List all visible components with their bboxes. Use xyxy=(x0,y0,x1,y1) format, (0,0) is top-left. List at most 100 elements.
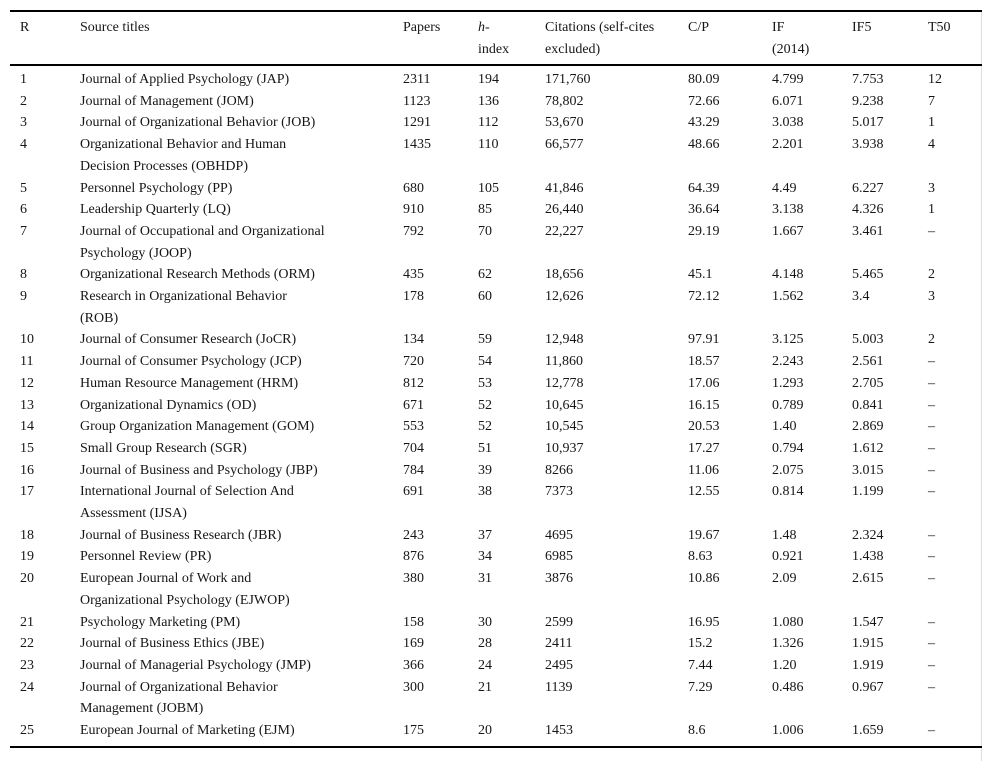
cell-citations: 26,440 xyxy=(545,202,584,218)
cell-impact-factor-5yr: 2.324 xyxy=(852,527,884,543)
table-row: 5 Personnel Psychology (PP) 680 105 41,846 64… xyxy=(10,178,982,200)
cell-top50: – xyxy=(928,484,935,500)
cell-papers: 169 xyxy=(403,636,424,652)
cell-impact-factor: 3.038 xyxy=(772,115,804,131)
cell-top50: – xyxy=(928,223,935,239)
cell-impact-factor-5yr: 3.015 xyxy=(852,462,884,478)
table-row: 10 Journal of Consumer Research (JoCR) 134… xyxy=(10,329,982,351)
cell-rank: 17 xyxy=(20,484,34,500)
cell-rank: 13 xyxy=(20,397,34,413)
cell-source-title: Organizational Behavior and Human Decisi… xyxy=(80,137,287,174)
cell-citations: 41,846 xyxy=(545,180,584,196)
cell-impact-factor-5yr: 1.919 xyxy=(852,657,884,673)
cell-top50: 3 xyxy=(928,289,935,305)
cell-papers: 178 xyxy=(403,289,424,305)
cell-papers: 720 xyxy=(403,354,424,370)
cell-citations-per-paper: 80.09 xyxy=(688,72,720,87)
journal-ranking-table: R Source titles Papers h- index Citations… xyxy=(10,10,982,748)
table-row: 14 Group Organization Management (GOM) 553… xyxy=(10,416,982,438)
cell-impact-factor: 2.243 xyxy=(772,354,804,370)
cell-impact-factor-5yr: 5.465 xyxy=(852,267,884,283)
cell-citations-per-paper: 29.19 xyxy=(688,223,720,239)
table-row: 8 Organizational Research Methods (ORM) 43… xyxy=(10,264,982,286)
cell-source-title: Journal of Managerial Psychology (JMP) xyxy=(80,657,311,673)
cell-h-index: 51 xyxy=(478,440,492,456)
cell-papers: 680 xyxy=(403,180,424,196)
cell-h-index: 30 xyxy=(478,614,492,630)
cell-top50: 1 xyxy=(928,115,935,131)
cell-citations-per-paper: 43.29 xyxy=(688,115,720,131)
cell-source-title: Organizational Research Methods (ORM) xyxy=(80,267,315,283)
header-h-index-letter: h xyxy=(478,20,485,35)
cell-citations: 7373 xyxy=(545,484,573,500)
cell-citations: 66,577 xyxy=(545,137,584,153)
cell-source-title: Journal of Business and Psychology (JBP) xyxy=(80,462,318,478)
cell-citations-per-paper: 7.29 xyxy=(688,679,713,695)
table-row: 17 International Journal of Selection And… xyxy=(10,481,982,524)
cell-top50: 7 xyxy=(928,93,935,109)
header-impact-factor: IF (2014) xyxy=(772,20,810,57)
header-citations: Citations (self-cites excluded) xyxy=(545,20,655,57)
table-row: 19 Personnel Review (PR) 876 34 6985 8.63 0.92… xyxy=(10,546,982,568)
cell-impact-factor: 2.09 xyxy=(772,571,797,587)
cell-papers: 876 xyxy=(403,549,424,565)
header-impact-factor-5yr: IF5 xyxy=(852,20,872,35)
table-body: 1 Journal of Applied Psychology (JAP) 2311… xyxy=(10,65,982,747)
table-row: 6 Leadership Quarterly (LQ) 910 85 26,440 36.… xyxy=(10,199,982,221)
cell-source-title: Group Organization Management (GOM) xyxy=(80,419,315,435)
cell-citations-per-paper: 17.27 xyxy=(688,440,720,456)
cell-h-index: 28 xyxy=(478,636,492,652)
cell-citations-per-paper: 20.53 xyxy=(688,419,720,435)
cell-rank: 12 xyxy=(20,375,34,391)
cell-top50: – xyxy=(928,462,935,478)
cell-rank: 22 xyxy=(20,636,34,652)
cell-impact-factor-5yr: 3.938 xyxy=(852,137,884,153)
cell-top50: – xyxy=(928,657,935,673)
cell-citations: 22,227 xyxy=(545,223,584,239)
cell-impact-factor-5yr: 1.547 xyxy=(852,614,884,630)
cell-top50: – xyxy=(928,419,935,435)
cell-rank: 9 xyxy=(20,289,27,305)
cell-citations: 8266 xyxy=(545,462,573,478)
cell-rank: 6 xyxy=(20,202,27,218)
cell-impact-factor-5yr: 2.705 xyxy=(852,375,884,391)
cell-h-index: 52 xyxy=(478,419,492,435)
cell-h-index: 52 xyxy=(478,397,492,413)
cell-papers: 158 xyxy=(403,614,424,630)
header-citations-per-paper: C/P xyxy=(688,20,710,35)
cell-citations: 12,778 xyxy=(545,375,584,391)
cell-source-title: Journal of Management (JOM) xyxy=(80,93,254,109)
cell-citations: 171,760 xyxy=(545,72,591,87)
table-row: 11 Journal of Consumer Psychology (JCP) 72… xyxy=(10,351,982,373)
cell-citations-per-paper: 17.06 xyxy=(688,375,720,391)
table-row: 12 Human Resource Management (HRM) 812 53 12… xyxy=(10,373,982,395)
table-row: 15 Small Group Research (SGR) 704 51 10,937 1… xyxy=(10,438,982,460)
cell-impact-factor: 1.20 xyxy=(772,657,797,673)
cell-rank: 8 xyxy=(20,267,27,283)
cell-papers: 812 xyxy=(403,375,424,391)
cell-h-index: 60 xyxy=(478,289,492,305)
cell-h-index: 34 xyxy=(478,549,492,565)
cell-impact-factor: 1.006 xyxy=(772,723,804,739)
cell-impact-factor: 1.326 xyxy=(772,636,804,652)
cell-citations: 2495 xyxy=(545,657,573,673)
cell-source-title: Personnel Review (PR) xyxy=(80,549,212,565)
cell-impact-factor-5yr: 3.4 xyxy=(852,289,870,305)
table-row: 2 Journal of Management (JOM) 1123 136 78,80… xyxy=(10,91,982,113)
cell-impact-factor-5yr: 1.438 xyxy=(852,549,884,565)
cell-h-index: 39 xyxy=(478,462,492,478)
cell-h-index: 70 xyxy=(478,223,492,239)
cell-citations: 78,802 xyxy=(545,93,584,109)
cell-citations: 6985 xyxy=(545,549,573,565)
cell-impact-factor-5yr: 2.561 xyxy=(852,354,884,370)
cell-source-title: European Journal of Marketing (EJM) xyxy=(80,723,295,739)
cell-source-title: Human Resource Management (HRM) xyxy=(80,375,299,391)
cell-citations-per-paper: 72.12 xyxy=(688,289,720,305)
cell-rank: 23 xyxy=(20,657,34,673)
table-header: R Source titles Papers h- index Citations… xyxy=(10,11,982,65)
cell-rank: 3 xyxy=(20,115,27,131)
cell-papers: 910 xyxy=(403,202,424,218)
cell-citations: 3876 xyxy=(545,571,573,587)
cell-citations-per-paper: 8.63 xyxy=(688,549,713,565)
cell-source-title: Journal of Occupational and Organization… xyxy=(80,223,325,261)
